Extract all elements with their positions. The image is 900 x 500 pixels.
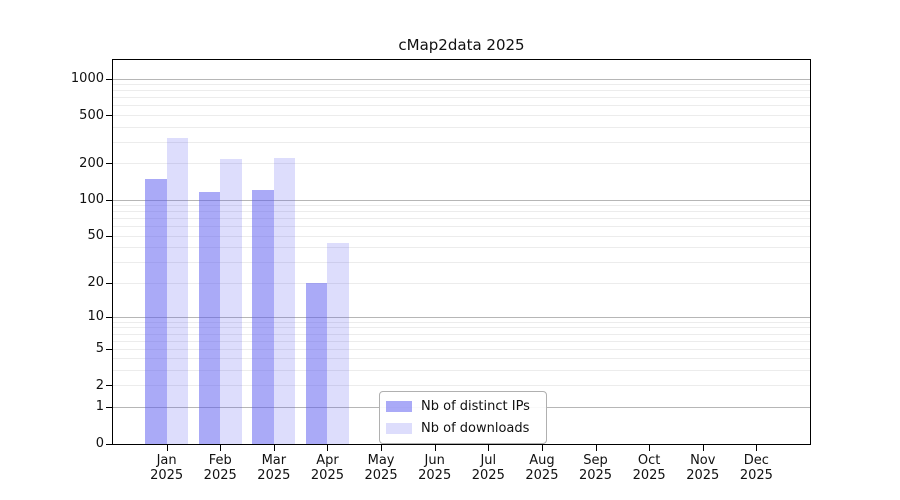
y-tick-mark (106, 235, 113, 237)
legend: Nb of distinct IPs Nb of downloads (379, 391, 547, 444)
x-tick-label: Oct 2025 (632, 453, 666, 483)
gridline-minor (113, 97, 810, 99)
bar-distinct-ips (145, 178, 167, 444)
x-tick-mark (756, 445, 758, 451)
gridline-minor (113, 142, 810, 143)
y-tick-label: 1 (95, 399, 104, 415)
gridline-minor (113, 218, 810, 220)
y-tick-label: 5 (95, 341, 104, 357)
gridline-major (113, 78, 810, 80)
y-tick-mark (106, 316, 113, 318)
y-tick-label: 1000 (70, 71, 104, 87)
x-tick-label: Feb 2025 (203, 453, 237, 483)
gridline-minor (113, 282, 810, 284)
y-tick-label: 100 (79, 192, 104, 208)
gridline-minor (113, 90, 810, 92)
gridline-minor (113, 327, 810, 329)
y-tick-mark (106, 78, 113, 80)
bar-downloads (327, 242, 349, 444)
x-tick-label: Mar 2025 (257, 453, 291, 483)
y-tick-label: 2 (95, 377, 104, 393)
y-tick-mark (106, 163, 113, 165)
gridline-minor (113, 211, 810, 213)
y-tick-mark (106, 199, 113, 201)
x-tick-mark (702, 445, 704, 451)
x-tick-mark (273, 445, 275, 451)
x-tick-label: Jul 2025 (471, 453, 505, 483)
gridline-minor (113, 358, 810, 360)
gridline-minor (113, 205, 810, 207)
y-tick-label: 0 (95, 436, 104, 451)
x-tick-mark (381, 445, 383, 451)
gridline-minor (113, 321, 810, 323)
y-tick-label: 10 (87, 309, 104, 325)
x-tick-label: Apr 2025 (310, 453, 344, 483)
y-tick-mark (106, 348, 113, 350)
x-tick-mark (434, 445, 436, 451)
gridline-minor (113, 115, 810, 117)
gridline-minor (113, 163, 810, 165)
gridline-minor (113, 226, 810, 228)
y-tick-label: 200 (79, 155, 104, 171)
legend-label: Nb of distinct IPs (421, 399, 530, 414)
bar-downloads (273, 158, 296, 444)
gridline-minor (113, 235, 810, 237)
gridline-major (113, 316, 810, 318)
x-tick-mark (595, 445, 597, 451)
bar-distinct-ips (198, 191, 221, 444)
bar-distinct-ips (305, 283, 328, 444)
legend-swatch-distinct-ips (386, 401, 412, 412)
bar-distinct-ips (252, 189, 274, 444)
gridline-minor (113, 340, 810, 342)
y-tick-mark (106, 115, 113, 117)
x-tick-mark (220, 445, 222, 451)
gridline-minor (113, 105, 810, 107)
x-tick-label: Jun 2025 (418, 453, 452, 483)
gridline-minor (113, 84, 810, 86)
gridline-minor (113, 247, 810, 249)
y-tick-mark (106, 385, 113, 387)
chart-title: cMap2data 2025 (398, 36, 525, 54)
x-tick-label: Nov 2025 (686, 453, 720, 483)
plot-area: Nb of distinct IPs Nb of downloads (112, 59, 811, 445)
gridline-minor (113, 370, 810, 372)
legend-swatch-downloads (386, 423, 412, 434)
y-tick-mark (106, 282, 113, 284)
x-tick-label: Aug 2025 (525, 453, 559, 483)
x-tick-mark (541, 445, 543, 451)
x-tick-mark (327, 445, 329, 451)
legend-item-downloads: Nb of downloads (380, 419, 546, 438)
gridline-minor (113, 333, 810, 335)
y-tick-mark (106, 443, 113, 445)
x-tick-label: Dec 2025 (739, 453, 773, 483)
legend-item-distinct-ips: Nb of distinct IPs (380, 397, 546, 416)
bar-downloads (166, 137, 189, 444)
x-tick-mark (166, 445, 168, 451)
y-tick-label: 500 (79, 107, 104, 123)
y-tick-label: 50 (87, 228, 104, 244)
gridline-minor (113, 126, 810, 128)
x-tick-mark (488, 445, 490, 451)
gridline-minor (113, 262, 810, 264)
y-tick-label: 20 (87, 275, 104, 291)
gridline-major (113, 199, 810, 201)
legend-label: Nb of downloads (421, 421, 530, 436)
x-tick-label: Jan 2025 (150, 453, 184, 483)
y-tick-mark (106, 406, 113, 408)
x-tick-mark (649, 445, 651, 451)
x-tick-label: May 2025 (364, 453, 398, 483)
x-tick-label: Sep 2025 (578, 453, 613, 483)
gridline-minor (113, 385, 810, 387)
bar-downloads (220, 159, 242, 444)
gridline-minor (113, 348, 810, 350)
